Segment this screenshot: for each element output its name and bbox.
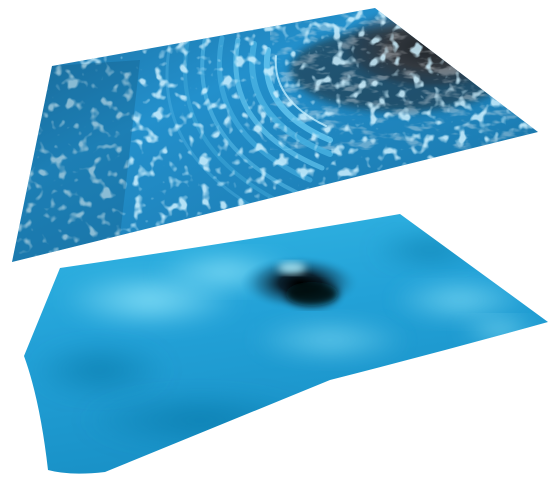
dark-crater-depression xyxy=(240,255,360,311)
rough-textured-surface xyxy=(12,8,538,262)
smooth-surface xyxy=(24,214,548,474)
